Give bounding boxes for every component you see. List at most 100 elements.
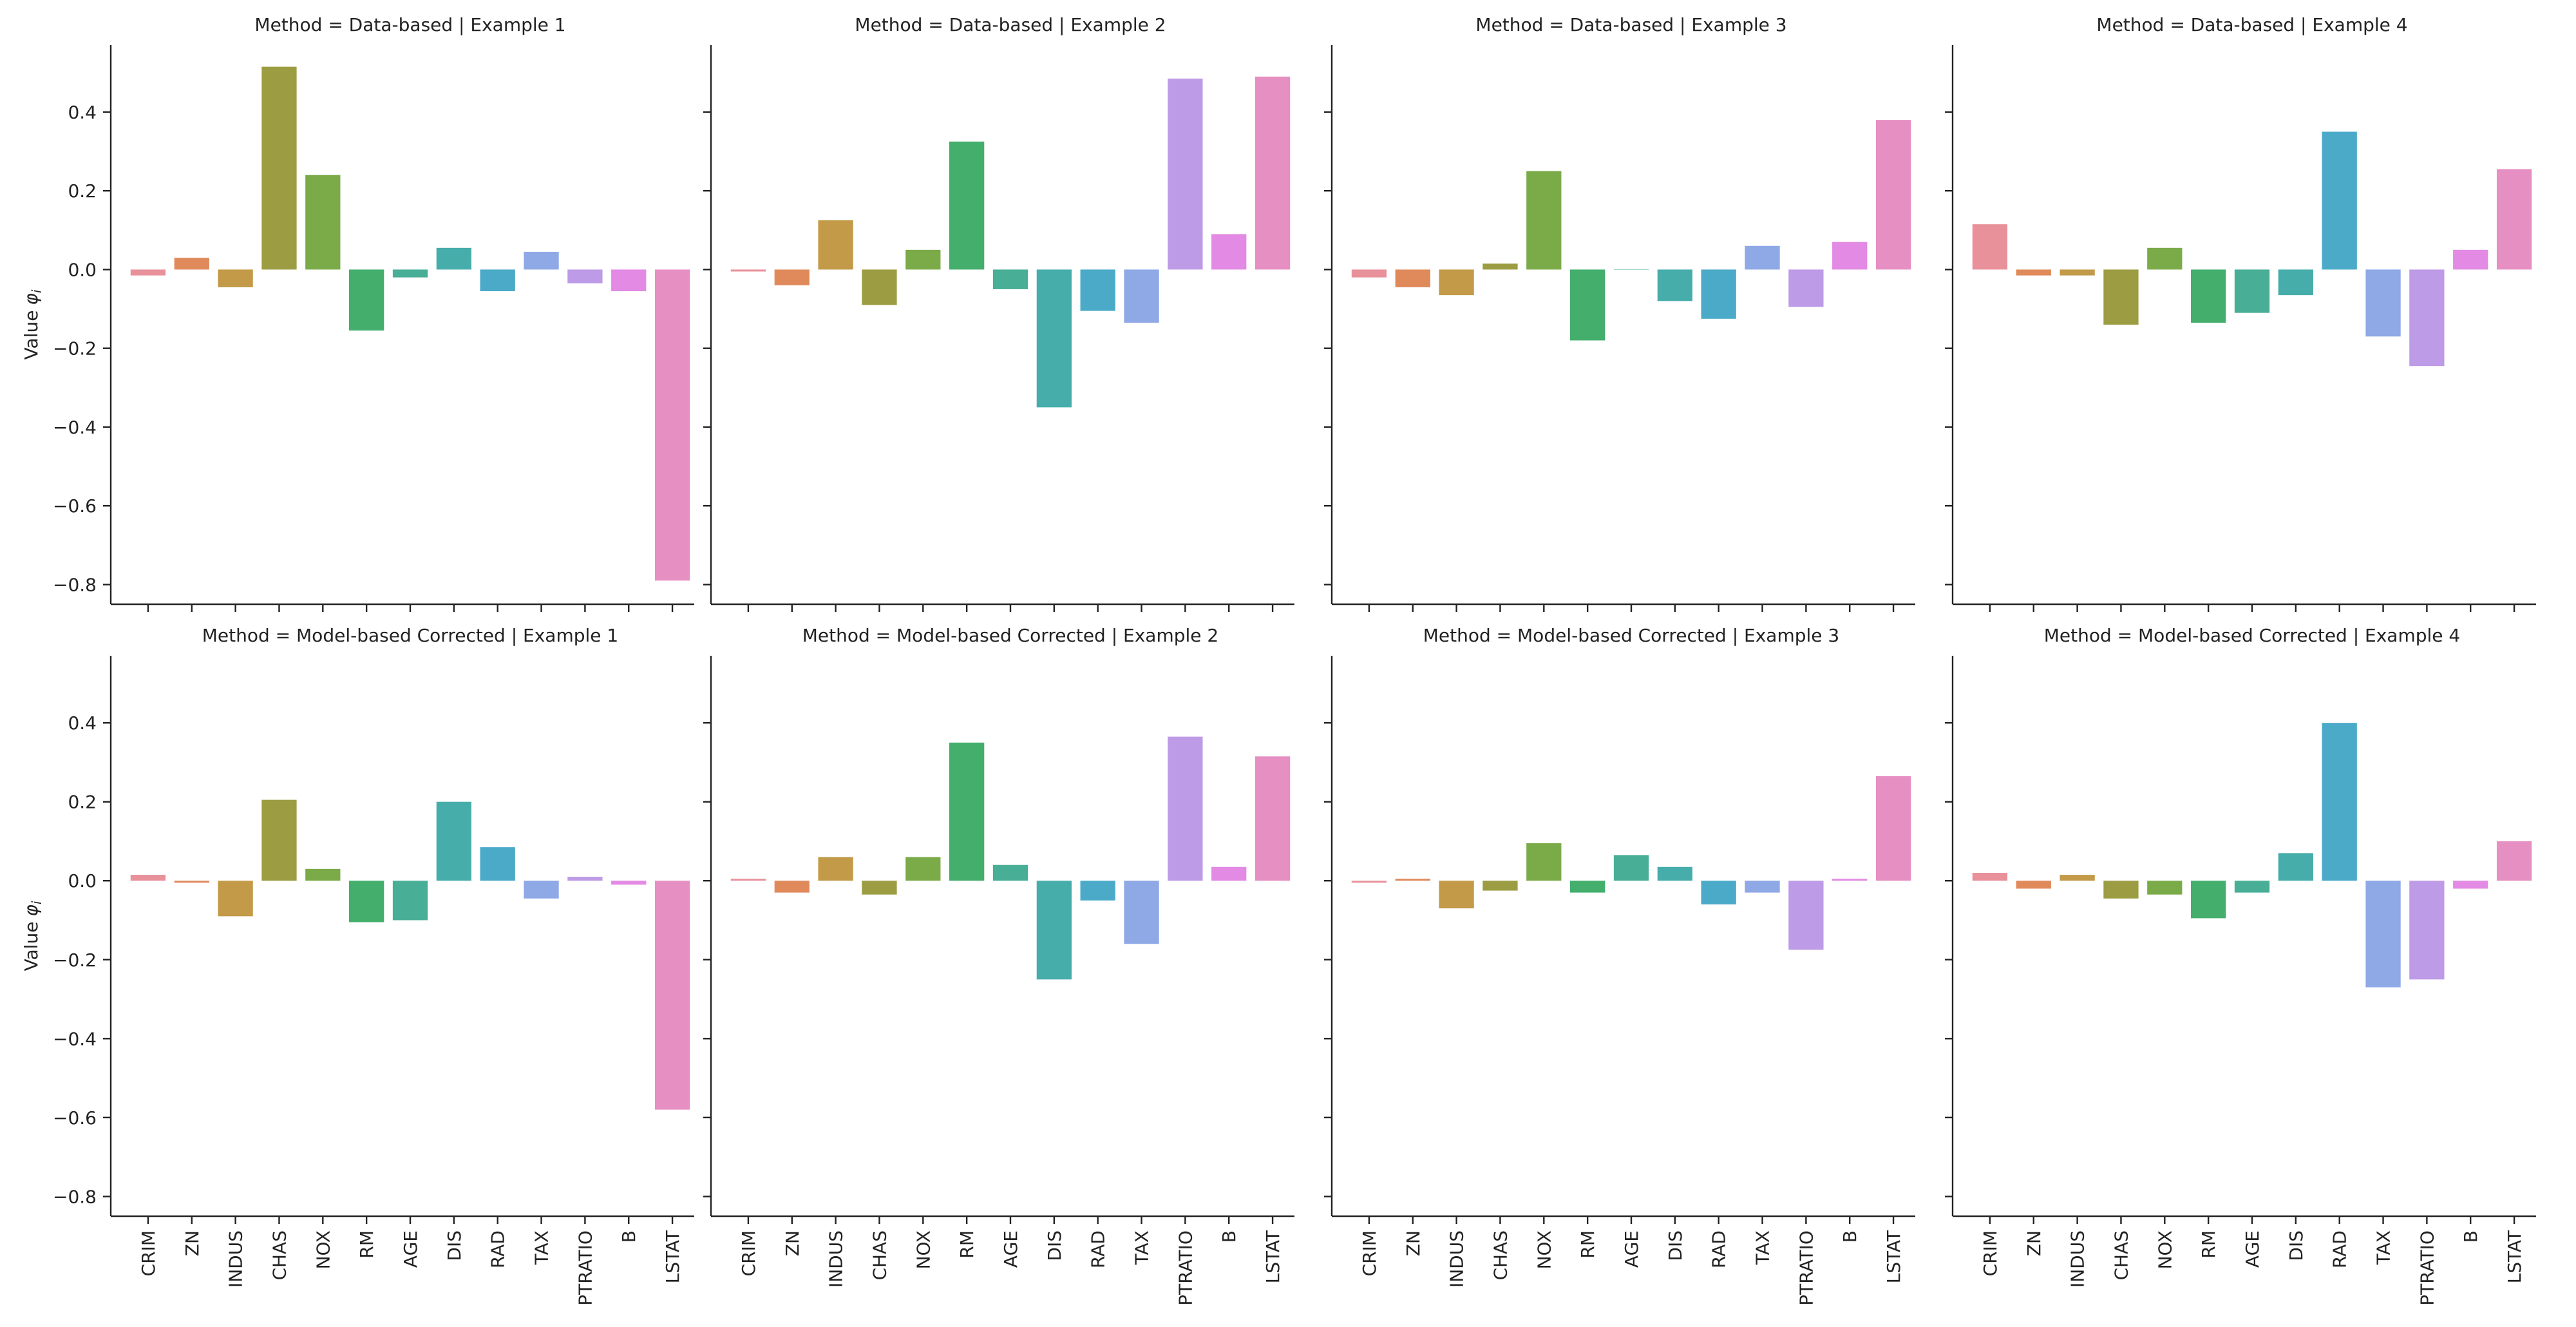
- x-tick-label: INDUS: [1446, 1230, 1468, 1288]
- bar-rm: [349, 269, 384, 331]
- panel-model-based-corrected-example-3: Method = Model-based Corrected | Example…: [1324, 625, 1915, 1306]
- x-tick-label: LSTAT: [1262, 1230, 1283, 1283]
- x-tick-label: PTRATIO: [2416, 1230, 2438, 1306]
- x-tick-label: ZN: [182, 1230, 203, 1256]
- bar-rad: [2322, 131, 2357, 270]
- bar-lstat: [1875, 776, 1911, 881]
- y-axis-label-text: Value: [21, 922, 42, 971]
- x-tick-label: CRIM: [1359, 1230, 1380, 1276]
- x-tick-label: RM: [956, 1230, 978, 1259]
- x-tick-label: LSTAT: [662, 1230, 683, 1283]
- bar-rad: [1701, 881, 1736, 904]
- bar-b: [1832, 242, 1868, 270]
- bar-dis: [1036, 881, 1072, 980]
- x-tick-label: PTRATIO: [1795, 1230, 1817, 1306]
- bar-indus: [218, 269, 253, 287]
- y-tick-label: −0.4: [53, 1028, 97, 1049]
- panel-title: Method = Data-based | Example 4: [2096, 14, 2407, 35]
- bar-rad: [2322, 723, 2357, 881]
- bar-ptratio: [567, 877, 603, 881]
- bar-age: [1613, 855, 1649, 881]
- bar-zn: [2016, 881, 2051, 889]
- panel-title: Method = Data-based | Example 2: [855, 14, 1166, 35]
- x-tick-label: RAD: [488, 1230, 509, 1268]
- bar-lstat: [1255, 76, 1291, 270]
- bar-chas: [2103, 269, 2139, 325]
- bar-chas: [1482, 881, 1518, 891]
- bar-crim: [730, 269, 766, 272]
- x-tick-label: PTRATIO: [1175, 1230, 1196, 1306]
- bar-age: [392, 269, 428, 278]
- x-tick-label: NOX: [2154, 1230, 2175, 1269]
- bar-indus: [1439, 269, 1474, 296]
- x-tick-label: B: [618, 1230, 639, 1243]
- panel-data-based-example-4: Method = Data-based | Example 4: [1945, 14, 2536, 612]
- bar-ptratio: [1168, 736, 1203, 881]
- x-tick-label: TAX: [2373, 1230, 2394, 1265]
- bar-zn: [1395, 879, 1430, 881]
- y-tick-label: 0.2: [68, 792, 97, 813]
- bar-indus: [818, 857, 853, 881]
- bar-zn: [774, 269, 810, 285]
- x-tick-label: RAD: [2329, 1230, 2351, 1268]
- bar-chas: [261, 799, 297, 881]
- bar-tax: [1124, 269, 1159, 323]
- x-tick-label: DIS: [1044, 1230, 1065, 1261]
- bar-dis: [1657, 866, 1692, 881]
- x-tick-label: LSTAT: [2504, 1230, 2525, 1283]
- bar-tax: [1745, 881, 1780, 893]
- y-axis-label: Value φi: [21, 289, 44, 359]
- bar-chas: [1482, 263, 1518, 270]
- bar-indus: [818, 220, 853, 270]
- x-tick-label: B: [1839, 1230, 1861, 1243]
- bar-rad: [1701, 269, 1736, 319]
- y-tick-label: 0.4: [68, 102, 97, 123]
- y-tick-label: 0.4: [68, 712, 97, 734]
- bar-rm: [1570, 881, 1605, 893]
- bar-lstat: [1875, 120, 1911, 270]
- bar-indus: [2060, 269, 2095, 276]
- bar-b: [2453, 881, 2488, 889]
- bar-zn: [2016, 269, 2051, 276]
- bar-dis: [2278, 269, 2313, 296]
- bar-lstat: [1255, 756, 1291, 881]
- bar-indus: [218, 881, 253, 917]
- x-tick-label: B: [2460, 1230, 2481, 1243]
- bar-b: [2453, 249, 2488, 270]
- bar-indus: [2060, 875, 2095, 881]
- bar-rm: [2191, 881, 2226, 919]
- panel-data-based-example-1: Method = Data-based | Example 1 0.4 0.2 0.0…: [21, 14, 694, 612]
- bar-chas: [862, 269, 897, 305]
- bar-zn: [174, 258, 209, 270]
- x-tick-label: RM: [1577, 1230, 1598, 1259]
- x-tick-label: RM: [2198, 1230, 2219, 1259]
- y-tick-label: 0.2: [68, 180, 97, 202]
- x-tick-label: RM: [356, 1230, 377, 1259]
- panel-model-based-corrected-example-1: Method = Model-based Corrected | Example…: [21, 625, 694, 1306]
- bar-nox: [1526, 171, 1562, 270]
- x-tick-label: LSTAT: [1883, 1230, 1904, 1283]
- x-tick-label: PTRATIO: [574, 1230, 596, 1306]
- bar-tax: [524, 251, 559, 270]
- panel-model-based-corrected-example-2: Method = Model-based Corrected | Example…: [703, 625, 1294, 1306]
- y-tick-label: −0.8: [53, 574, 97, 595]
- bar-tax: [1745, 245, 1780, 270]
- bar-crim: [1351, 881, 1387, 883]
- bar-rm: [2191, 269, 2226, 323]
- bar-zn: [174, 881, 209, 883]
- x-tick-label: AGE: [2242, 1230, 2263, 1268]
- bar-b: [611, 269, 647, 292]
- x-tick-label: DIS: [2286, 1230, 2307, 1261]
- bar-b: [1211, 866, 1247, 881]
- bar-age: [2234, 269, 2270, 313]
- x-tick-label: AGE: [400, 1230, 421, 1268]
- x-tick-label: TAX: [1132, 1230, 1153, 1265]
- y-axis-label-symbol: φ: [21, 293, 42, 305]
- x-tick-label: RAD: [1088, 1230, 1109, 1268]
- bar-age: [1613, 269, 1649, 270]
- panel-model-based-corrected-example-4: Method = Model-based Corrected | Example…: [1945, 625, 2536, 1306]
- bar-lstat: [2496, 841, 2532, 881]
- bar-lstat: [654, 881, 690, 1110]
- x-tick-label: CHAS: [1490, 1230, 1511, 1281]
